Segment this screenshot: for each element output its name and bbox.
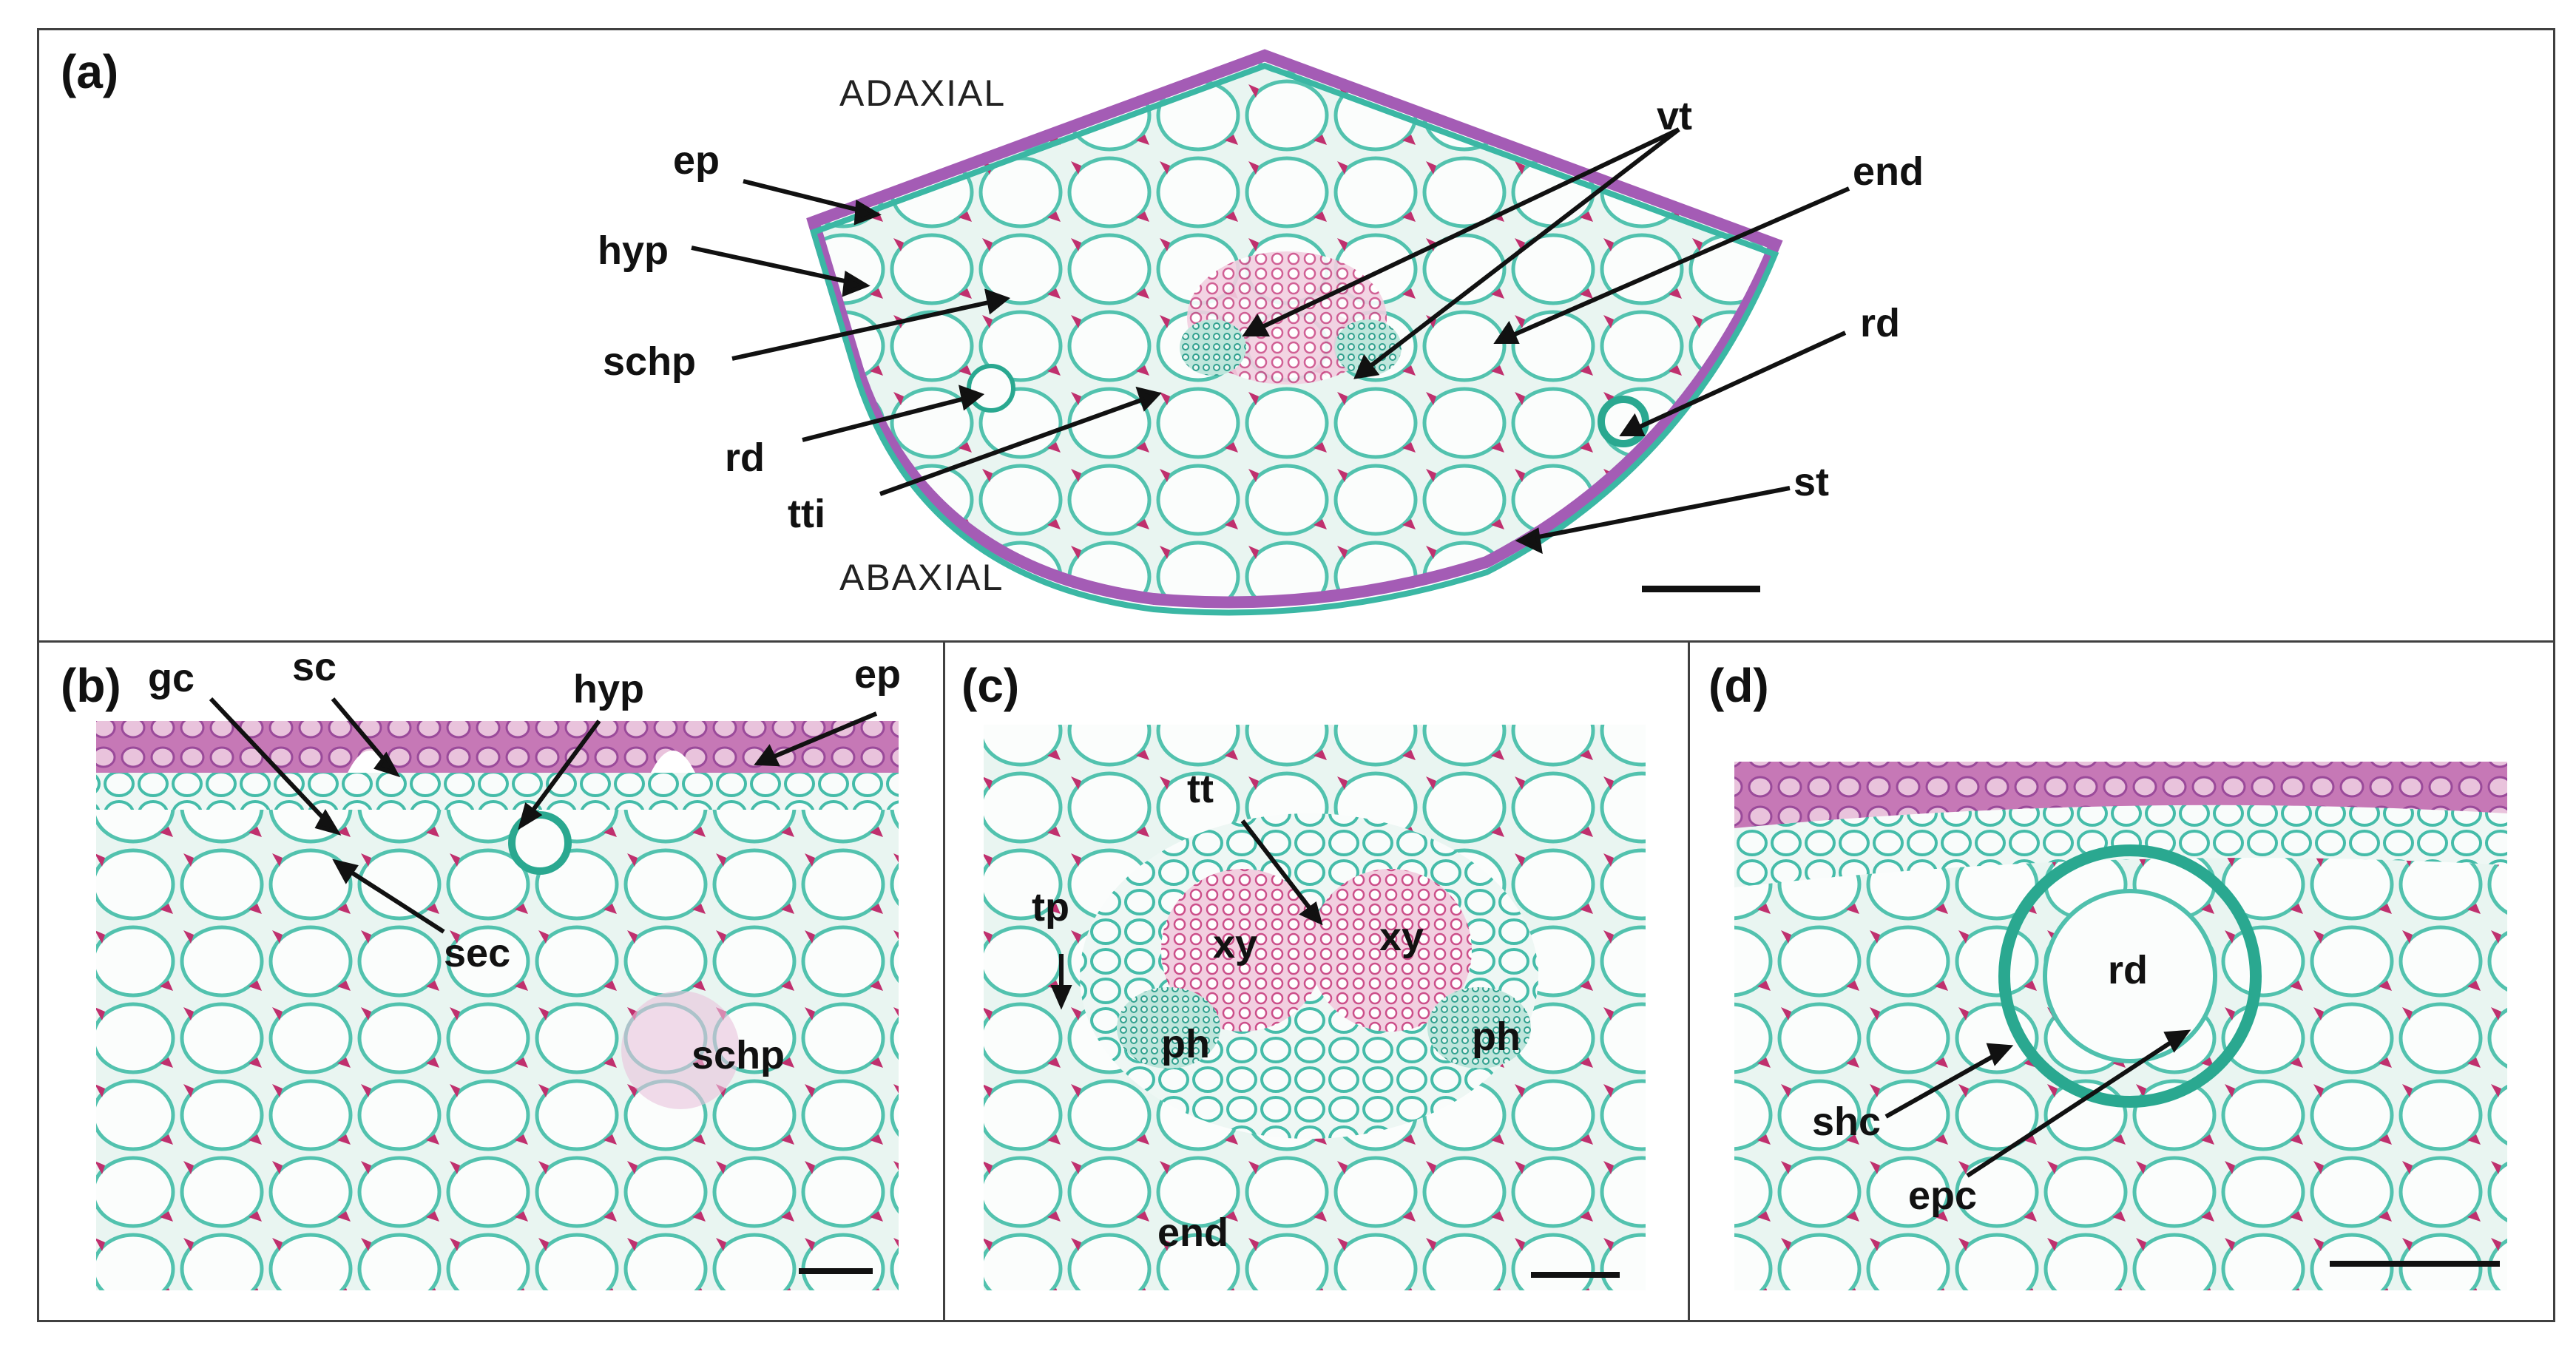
- label-sec: sec: [444, 931, 511, 975]
- panel-a-letter: (a): [61, 45, 119, 98]
- panel-divider-bc: [943, 640, 945, 1322]
- label-rd-left: rd: [725, 436, 765, 480]
- panel-divider-cd: [1688, 640, 1690, 1322]
- label-hyp: hyp: [598, 228, 669, 273]
- panel-c-micrograph: [984, 725, 1646, 1290]
- label-schp-b: schp: [692, 1033, 785, 1077]
- abaxial-label: ABAXIAL: [839, 557, 1004, 598]
- label-tp: tp: [1032, 885, 1069, 930]
- label-rd-right: rd: [1860, 301, 1900, 345]
- panel-b-letter: (b): [61, 659, 121, 712]
- label-schp: schp: [603, 339, 697, 384]
- adaxial-label: ADAXIAL: [839, 72, 1007, 114]
- panel-divider-horizontal: [37, 640, 2555, 643]
- panel-a-section: [806, 49, 1783, 616]
- label-epc: epc: [1908, 1174, 1978, 1218]
- panel-d-micrograph: [1734, 762, 2507, 1290]
- panel-c-letter: (c): [961, 659, 1020, 712]
- label-ph-left: ph: [1161, 1022, 1210, 1066]
- label-hyp-b: hyp: [573, 667, 645, 711]
- label-tti: tti: [788, 492, 825, 536]
- label-gc: gc: [148, 656, 195, 700]
- panel-d-letter: (d): [1708, 659, 1769, 712]
- label-tt: tt: [1187, 767, 1214, 811]
- label-xy-left: xy: [1213, 922, 1258, 966]
- label-end-c: end: [1157, 1211, 1229, 1255]
- label-rd-d: rd: [2108, 948, 2148, 992]
- label-ep: ep: [673, 138, 720, 183]
- label-shc: shc: [1812, 1100, 1882, 1144]
- panel-b-micrograph: [96, 721, 899, 1290]
- label-vt: vt: [1657, 94, 1693, 138]
- label-xy-right: xy: [1379, 915, 1424, 959]
- label-ep-b: ep: [854, 652, 902, 697]
- annotation-arrows: [209, 127, 2191, 1178]
- label-sc: sc: [292, 645, 337, 689]
- label-ph-right: ph: [1472, 1015, 1521, 1059]
- label-st: st: [1794, 460, 1830, 504]
- figure-frame: [37, 28, 2555, 1322]
- label-end: end: [1853, 149, 1924, 194]
